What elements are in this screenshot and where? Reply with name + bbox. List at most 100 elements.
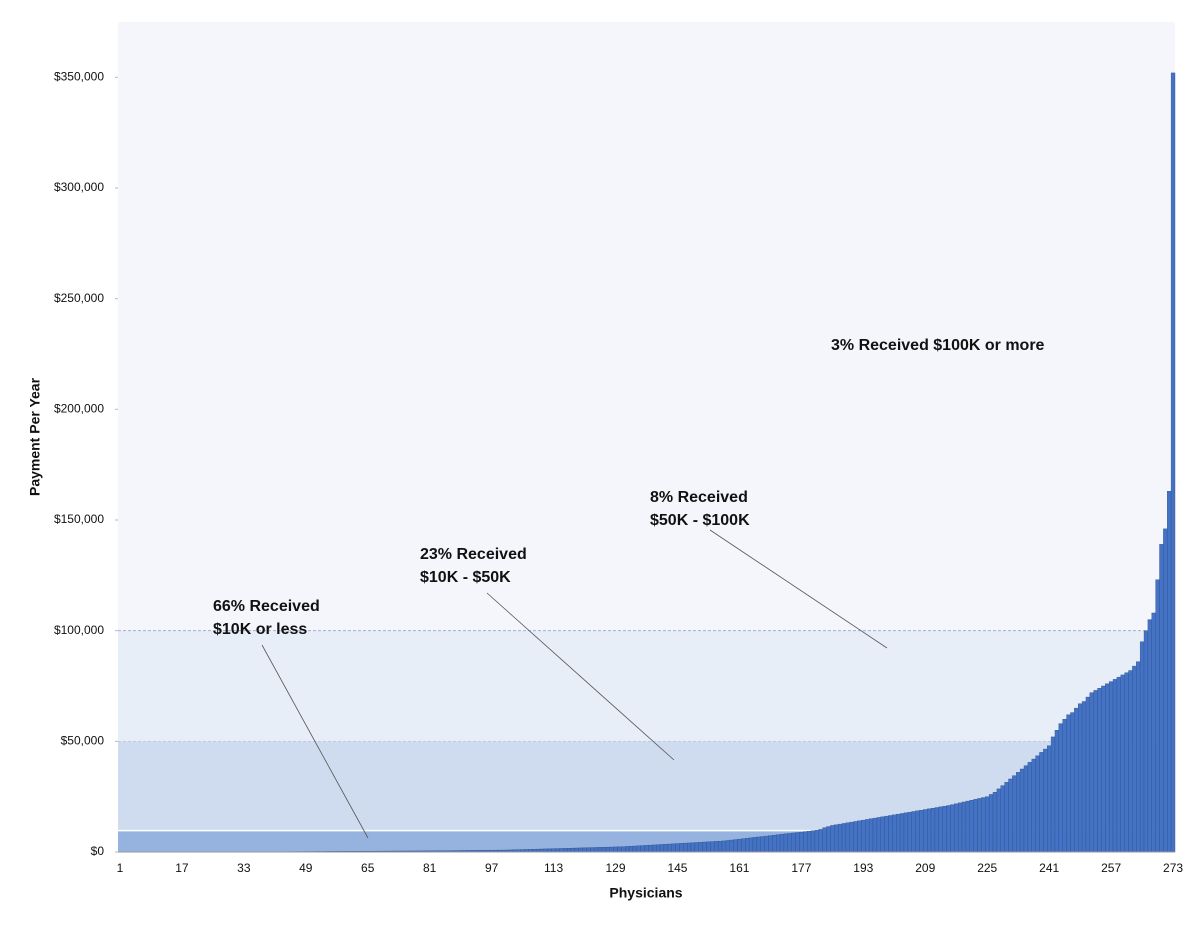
bar xyxy=(563,848,567,852)
bar xyxy=(950,805,954,852)
bar xyxy=(614,847,618,852)
bar xyxy=(606,847,610,852)
bar xyxy=(892,815,896,852)
bar xyxy=(823,828,827,852)
bar xyxy=(846,823,850,852)
bar xyxy=(703,842,707,852)
bar xyxy=(1129,671,1133,852)
bar xyxy=(633,846,637,852)
x-tick-label: 113 xyxy=(544,861,563,875)
bar xyxy=(1160,544,1164,852)
x-tick-label: 273 xyxy=(1163,861,1183,875)
bar xyxy=(981,798,985,852)
bar xyxy=(858,821,862,852)
x-tick-label: 145 xyxy=(667,861,687,875)
bar xyxy=(556,849,560,852)
x-tick-label: 81 xyxy=(423,861,437,875)
bar xyxy=(571,848,575,852)
bar xyxy=(873,818,877,852)
bar xyxy=(776,835,780,852)
bar xyxy=(807,831,811,852)
bar xyxy=(943,806,947,852)
bar xyxy=(850,822,854,852)
bar xyxy=(919,810,923,852)
x-tick-label: 17 xyxy=(175,861,189,875)
x-tick-label: 257 xyxy=(1101,861,1121,875)
bar xyxy=(1156,580,1160,852)
bar xyxy=(827,827,831,852)
bar xyxy=(617,847,621,852)
bar xyxy=(1070,713,1074,852)
bar xyxy=(877,817,881,852)
x-tick-label: 209 xyxy=(915,861,935,875)
bar xyxy=(842,823,846,852)
bar xyxy=(1171,73,1175,852)
bar xyxy=(1009,779,1013,852)
bar xyxy=(962,802,966,852)
bar xyxy=(989,794,993,852)
bar xyxy=(1121,675,1125,852)
bar xyxy=(939,807,943,852)
bar xyxy=(1028,762,1032,852)
bar xyxy=(900,813,904,852)
bar xyxy=(722,841,726,852)
bar xyxy=(1055,730,1059,852)
bar xyxy=(1051,737,1055,852)
bar xyxy=(927,809,931,852)
bar xyxy=(869,819,873,852)
bar xyxy=(745,838,749,852)
bar xyxy=(796,833,800,852)
bar xyxy=(1132,666,1136,852)
bar xyxy=(1163,529,1167,852)
x-tick-label: 33 xyxy=(237,861,251,875)
bar xyxy=(1082,701,1086,852)
x-axis-title: Physicians xyxy=(609,885,682,901)
bar xyxy=(958,803,962,852)
bar xyxy=(676,844,680,852)
annotation: $10K or less xyxy=(213,621,307,638)
x-tick-label: 177 xyxy=(791,861,811,875)
bar xyxy=(594,847,598,852)
bar xyxy=(1098,688,1102,852)
bar xyxy=(1152,613,1156,852)
bar xyxy=(672,844,676,852)
bar xyxy=(586,848,590,852)
bar xyxy=(699,842,703,852)
bar xyxy=(792,833,796,852)
bar xyxy=(660,844,664,852)
annotation: 66% Received xyxy=(213,598,320,615)
x-tick-label: 49 xyxy=(299,861,313,875)
bar xyxy=(629,846,633,852)
x-tick-label: 161 xyxy=(729,861,749,875)
bar xyxy=(1094,690,1098,852)
bar xyxy=(656,845,660,852)
bar xyxy=(765,836,769,852)
bar xyxy=(935,808,939,852)
y-tick-label: $200,000 xyxy=(54,402,104,416)
bar xyxy=(912,811,916,852)
bar xyxy=(978,798,982,852)
x-tick-label: 1 xyxy=(117,861,124,875)
bar xyxy=(908,812,912,852)
bar xyxy=(718,841,722,852)
bar xyxy=(834,825,838,852)
bar xyxy=(772,835,776,852)
bar xyxy=(625,846,629,852)
bar xyxy=(575,848,579,852)
bar xyxy=(1148,620,1152,852)
bar xyxy=(1063,719,1067,852)
bar xyxy=(888,815,892,852)
annotation: $50K - $100K xyxy=(650,512,750,529)
bar xyxy=(1144,631,1148,852)
bar xyxy=(1047,746,1051,852)
bar xyxy=(854,821,858,852)
bar xyxy=(1140,642,1144,852)
range-band xyxy=(118,631,1175,742)
y-tick-label: $100,000 xyxy=(54,623,104,637)
bar xyxy=(1078,704,1082,852)
bar xyxy=(1113,679,1117,852)
bar xyxy=(590,848,594,852)
bar xyxy=(664,844,668,852)
bar xyxy=(757,837,761,852)
